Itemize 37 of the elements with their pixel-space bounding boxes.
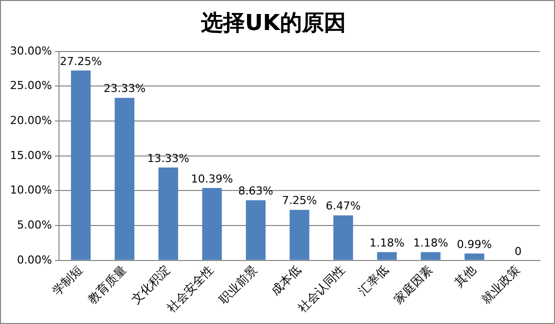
- data-label: 13.33%: [147, 152, 190, 165]
- data-label: 27.25%: [60, 54, 102, 68]
- y-tick-label: 5.00%: [16, 218, 52, 232]
- y-tick-label: 0.00%: [16, 253, 52, 266]
- x-tick-label: 学制短: [50, 262, 86, 298]
- y-tick-label: 20.00%: [10, 114, 52, 127]
- bar: [158, 168, 178, 260]
- y-tick-label: 10.00%: [10, 184, 52, 197]
- x-tick-label: 汇率低: [356, 262, 392, 298]
- bar: [246, 200, 266, 260]
- bar: [420, 252, 441, 260]
- data-label: 1.18%: [369, 236, 404, 250]
- x-tick-label: 其他: [452, 262, 479, 290]
- bar: [290, 210, 310, 260]
- data-label: 0.99%: [456, 238, 492, 251]
- data-label: 6.47%: [326, 200, 361, 213]
- y-tick-label: 30.00%: [10, 44, 52, 58]
- bar: [464, 253, 484, 260]
- bar: [202, 188, 222, 260]
- bar: [333, 215, 354, 260]
- bar: [377, 252, 397, 260]
- bar: [114, 98, 134, 260]
- y-tick-label: 25.00%: [10, 79, 52, 92]
- x-tick-label: 就业政策: [478, 262, 522, 307]
- x-tick-label: 职业前景: [216, 262, 260, 307]
- chart-title: 选择UK的原因: [200, 10, 346, 36]
- data-label: 0: [514, 244, 522, 258]
- bar: [70, 70, 91, 260]
- x-tick-label: 成本低: [268, 262, 304, 298]
- data-label: 10.39%: [191, 172, 233, 186]
- data-label: 1.18%: [413, 236, 448, 250]
- data-label: 7.25%: [282, 194, 317, 208]
- data-label: 8.63%: [238, 184, 274, 198]
- x-tick-label: 教育质量: [85, 262, 129, 307]
- data-label: 23.33%: [104, 82, 146, 96]
- x-tick-label: 家庭因素: [391, 262, 435, 307]
- y-tick-label: 15.00%: [10, 148, 52, 162]
